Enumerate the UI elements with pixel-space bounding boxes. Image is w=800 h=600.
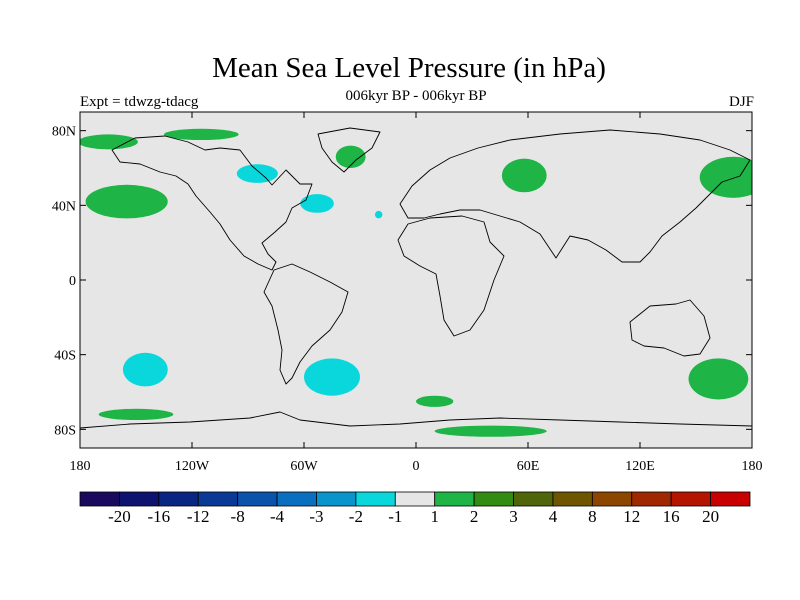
axis-ticks: 80N 40N 0 40S 80S 180 120W 60W 0 60E 120E 180 xyxy=(52,112,763,474)
lon-tick-label: 120W xyxy=(175,459,210,474)
lat-tick-label: 40S xyxy=(54,349,76,364)
anomaly-positive-0 xyxy=(85,184,168,219)
anomaly-positive-2 xyxy=(164,128,239,140)
colorbar: -20 -16 -12 -8 -4 -3 -2 -1 1 2 3 4 8 12 16 20 xyxy=(79,491,751,526)
greenland-coastline xyxy=(317,127,381,173)
anomaly-negative-11 xyxy=(300,194,334,213)
colorbar-label: 16 xyxy=(663,507,680,526)
map-subtitle: 006kyr BP - 006kyr BP xyxy=(345,88,487,104)
colorbar-swatch xyxy=(197,491,239,507)
anomaly-positive-4 xyxy=(501,158,547,193)
lon-tick-label: 60E xyxy=(517,459,540,474)
colorbar-swatch xyxy=(591,491,633,507)
anomaly-positive-6 xyxy=(688,358,749,400)
north-america-coastline xyxy=(111,135,313,271)
anomaly-positive-3 xyxy=(335,145,366,168)
lat-tick-label: 80S xyxy=(54,423,76,438)
colorbar-swatch xyxy=(316,491,357,507)
colorbar-swatch xyxy=(237,491,278,507)
colorbar-swatch xyxy=(631,491,672,507)
colorbar-label: -12 xyxy=(187,507,210,526)
anomaly-positive-1 xyxy=(80,134,138,150)
colorbar-swatch xyxy=(670,491,711,507)
antarctica-coastline xyxy=(80,411,752,429)
anomaly-positive-5 xyxy=(699,156,752,198)
lon-tick-label: 180 xyxy=(742,459,763,474)
colorbar-label: -20 xyxy=(108,507,131,526)
anomaly-positive-9 xyxy=(434,425,547,437)
lon-tick-label: 120E xyxy=(625,459,655,474)
colorbar-swatch xyxy=(473,491,514,507)
colorbar-swatch xyxy=(119,491,160,507)
anomaly-negative-14 xyxy=(304,358,360,396)
colorbar-label: 20 xyxy=(702,507,719,526)
colorbar-swatch xyxy=(552,491,593,507)
africa-coastline xyxy=(397,215,505,337)
colorbar-swatch xyxy=(276,491,317,507)
lat-tick-label: 80N xyxy=(52,125,76,140)
anomaly-negative-10 xyxy=(236,164,278,183)
season-label: DJF xyxy=(728,94,754,110)
anomaly-negative-12 xyxy=(374,210,383,219)
colorbar-label: 2 xyxy=(470,507,479,526)
colorbar-swatch xyxy=(158,491,199,507)
colorbar-label: 1 xyxy=(430,507,439,526)
colorbar-label: -3 xyxy=(309,507,323,526)
australia-coastline xyxy=(629,299,711,357)
colorbar-label: -2 xyxy=(349,507,363,526)
lon-tick-label: 0 xyxy=(413,459,420,474)
colorbar-label: -4 xyxy=(270,507,285,526)
lon-tick-label: 180 xyxy=(70,459,91,474)
anomaly-layer xyxy=(80,128,752,437)
eurasia-coastline xyxy=(399,129,751,263)
colorbar-label: 3 xyxy=(509,507,518,526)
colorbar-label: 8 xyxy=(588,507,597,526)
colorbar-swatch xyxy=(355,491,396,507)
lat-tick-label: 0 xyxy=(69,274,76,289)
map-title: Mean Sea Level Pressure (in hPa) xyxy=(212,52,606,84)
experiment-label: Expt = tdwzg-tdacg xyxy=(80,94,199,110)
colorbar-label: -1 xyxy=(388,507,402,526)
lat-tick-label: 40N xyxy=(52,199,76,214)
colorbar-swatch xyxy=(513,491,554,507)
colorbar-label: -8 xyxy=(231,507,245,526)
coastline-layer xyxy=(80,127,752,429)
anomaly-positive-7 xyxy=(416,395,454,407)
colorbar-swatch xyxy=(710,491,751,507)
colorbar-swatch xyxy=(434,491,475,507)
south-america-coastline xyxy=(263,263,349,385)
colorbar-label: 12 xyxy=(623,507,640,526)
colorbar-swatch xyxy=(394,491,436,507)
colorbar-label: 4 xyxy=(549,507,558,526)
lon-tick-label: 60W xyxy=(290,459,318,474)
map-ocean-background xyxy=(80,112,752,448)
colorbar-swatch xyxy=(79,491,120,507)
anomaly-negative-13 xyxy=(122,352,168,387)
colorbar-label: -16 xyxy=(147,507,170,526)
anomaly-positive-8 xyxy=(98,408,174,420)
